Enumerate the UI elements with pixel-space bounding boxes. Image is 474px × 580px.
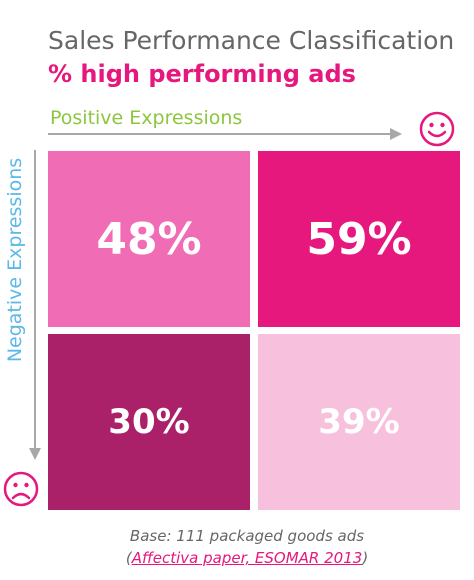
chart-title: Sales Performance Classification <box>48 26 455 55</box>
cell-low-positive-high-negative: 39% <box>258 334 460 510</box>
footer-close-paren: ) <box>362 549 369 567</box>
cell-high-positive-high-negative: 59% <box>258 151 460 327</box>
x-axis-arrow-line <box>48 133 392 135</box>
y-axis-arrow-line <box>34 150 36 450</box>
y-axis-arrowhead <box>29 448 41 460</box>
y-axis-label-text: Negative Expressions <box>4 157 26 363</box>
footer-source: (Affectiva paper, ESOMAR 2013) <box>10 549 474 567</box>
x-axis-arrowhead <box>390 128 402 140</box>
x-axis-label: Positive Expressions <box>50 107 243 129</box>
footer-base-note: Base: 111 packaged goods ads <box>129 527 365 545</box>
smiley-face-icon <box>419 111 455 147</box>
cell-high-positive-low-negative: 48% <box>48 151 250 327</box>
source-link[interactable]: Affectiva paper, ESOMAR 2013 <box>131 549 363 567</box>
y-axis-label: Negative Expressions <box>4 145 26 375</box>
sad-face-icon <box>3 471 39 507</box>
chart-subtitle: % high performing ads <box>48 60 356 88</box>
footer-open-paren: ( <box>125 549 132 567</box>
cell-low-positive-low-negative: 30% <box>48 334 250 510</box>
